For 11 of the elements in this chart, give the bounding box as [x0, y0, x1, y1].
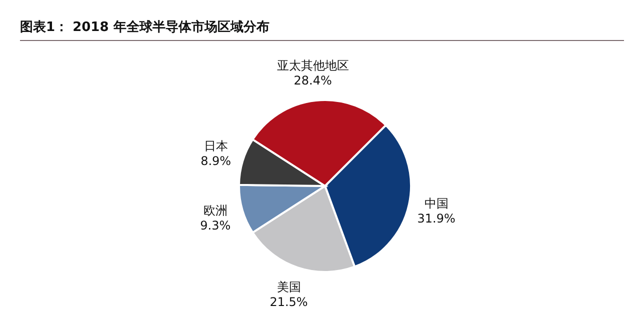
chart-title: 图表1： 2018 年全球半导体市场区域分布	[19, 18, 270, 36]
slice-label: 日本	[204, 139, 228, 154]
data-label: 21.5%	[270, 295, 308, 310]
data-label: 28.4%	[294, 74, 332, 88]
slice-label: 欧洲	[203, 203, 228, 218]
slice-label: 中国	[424, 196, 448, 211]
data-label: 31.9%	[417, 212, 456, 226]
data-label: 8.9%	[200, 154, 232, 168]
slice-label: 亚太其他地区	[276, 58, 349, 73]
data-label: 9.3%	[200, 218, 231, 232]
slice-label: 美国	[276, 280, 301, 294]
